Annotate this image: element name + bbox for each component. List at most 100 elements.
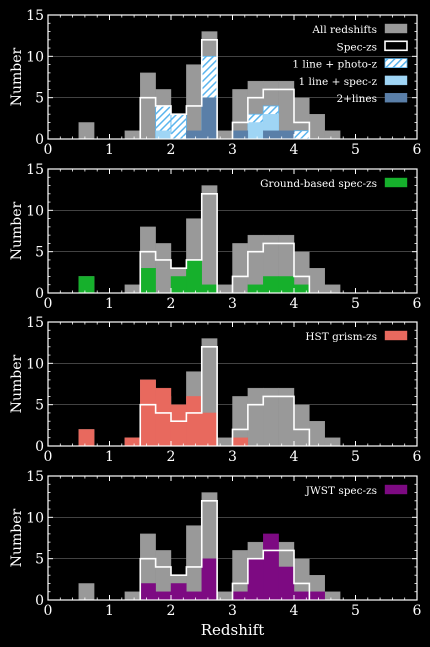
bar	[232, 591, 249, 601]
bar	[309, 268, 325, 294]
bar	[170, 583, 187, 601]
y-tick-label: 10	[26, 510, 44, 526]
x-tick-label: 2	[167, 603, 176, 619]
x-tick-label: 0	[44, 449, 53, 465]
legend-swatch	[384, 23, 408, 34]
bar	[293, 591, 310, 601]
bar	[170, 276, 187, 294]
bar	[140, 583, 156, 601]
bar	[324, 591, 341, 601]
bar	[170, 113, 187, 140]
bar	[247, 122, 264, 140]
x-tick-label: 0	[44, 142, 53, 158]
x-tick-label: 5	[351, 449, 360, 465]
legend: HST grism-zs	[305, 330, 408, 343]
bar	[216, 437, 233, 447]
bar	[201, 412, 218, 447]
y-tick-label: 0	[35, 593, 44, 609]
x-tick-label: 6	[413, 142, 422, 158]
bar	[78, 583, 95, 601]
bar	[278, 276, 295, 294]
bar	[293, 284, 310, 294]
bar	[247, 234, 264, 294]
legend-label: Ground-based spec-zs	[260, 178, 377, 190]
x-tick-label: 2	[167, 142, 176, 158]
bar	[263, 130, 279, 140]
legend-swatch	[384, 92, 408, 103]
bar	[201, 97, 218, 140]
legend-label: 2+lines	[336, 93, 377, 105]
spec-zs-outline	[139, 193, 311, 293]
legend-label: JWST spec-zs	[305, 485, 377, 497]
series-spec-zs	[139, 193, 311, 293]
legend-swatch	[384, 177, 408, 188]
x-tick-label: 2	[167, 296, 176, 312]
x-tick-label: 4	[290, 142, 299, 158]
legend-swatch	[384, 58, 408, 68]
y-tick-label: 5	[35, 245, 44, 261]
legend-swatch	[384, 330, 408, 341]
y-tick-label: 10	[26, 356, 44, 372]
y-tick-label: 15	[26, 469, 44, 485]
bar	[155, 130, 172, 140]
legend: All redshifts Spec-zs 1 line + photo-z 1 li…	[292, 23, 408, 105]
y-tick-label: 5	[35, 552, 44, 568]
bar	[232, 243, 249, 294]
legend: Ground-based spec-zs	[260, 177, 408, 190]
legend-label: 1 line + spec-z	[299, 76, 378, 88]
x-tick-label: 6	[413, 603, 422, 619]
y-tick-label: 0	[35, 286, 44, 302]
bar	[247, 284, 264, 294]
legend-swatch	[384, 75, 408, 86]
bar	[309, 591, 325, 601]
bar	[155, 387, 172, 447]
y-axis-label: Number	[9, 508, 25, 567]
x-tick-label: 3	[228, 142, 237, 158]
y-tick-label: 0	[35, 439, 44, 455]
spec-zs-outline	[139, 39, 311, 139]
spec-zs-outline	[139, 500, 311, 600]
x-tick-label: 4	[290, 603, 299, 619]
x-tick-label: 5	[351, 603, 360, 619]
bar	[201, 284, 218, 294]
x-tick-label: 4	[290, 449, 299, 465]
bar	[324, 437, 341, 447]
x-tick-label: 3	[228, 296, 237, 312]
y-tick-label: 15	[26, 8, 44, 24]
bar	[78, 429, 95, 447]
x-tick-label: 5	[351, 296, 360, 312]
bar	[124, 130, 141, 140]
bar	[263, 533, 279, 601]
bar	[186, 525, 202, 601]
bar	[186, 591, 202, 601]
series-2-lines	[186, 97, 295, 140]
bar	[140, 379, 156, 447]
legend-label: Spec-zs	[337, 41, 377, 53]
x-tick-label: 1	[105, 603, 114, 619]
bar	[124, 284, 141, 294]
bar	[124, 591, 141, 601]
bar	[232, 437, 249, 447]
panel-1: 0 1 2 3 4 5 6 0 5 10 15 Number All redshifts Spec-zs 1…	[9, 8, 422, 158]
y-axis-label: Number	[9, 354, 25, 413]
legend-swatch	[384, 484, 408, 495]
bar	[186, 259, 202, 294]
y-tick-label: 15	[26, 315, 44, 331]
panel-2: 0 1 2 3 4 5 6 0 5 10 15 Number Ground-based spec-zs	[9, 162, 422, 312]
bar	[170, 404, 187, 447]
bar	[216, 130, 233, 140]
spec-zs-outline	[139, 346, 311, 446]
x-tick-label: 6	[413, 296, 422, 312]
y-tick-label: 10	[26, 49, 44, 65]
bar	[155, 243, 172, 294]
x-tick-label: 2	[167, 449, 176, 465]
bar	[293, 404, 310, 447]
x-tick-label: 3	[228, 449, 237, 465]
bar	[324, 130, 341, 140]
legend-label: All redshifts	[311, 24, 377, 36]
bar	[186, 64, 202, 140]
bar	[278, 130, 295, 140]
bar	[309, 113, 325, 140]
y-tick-label: 5	[35, 398, 44, 414]
bar	[78, 122, 95, 140]
